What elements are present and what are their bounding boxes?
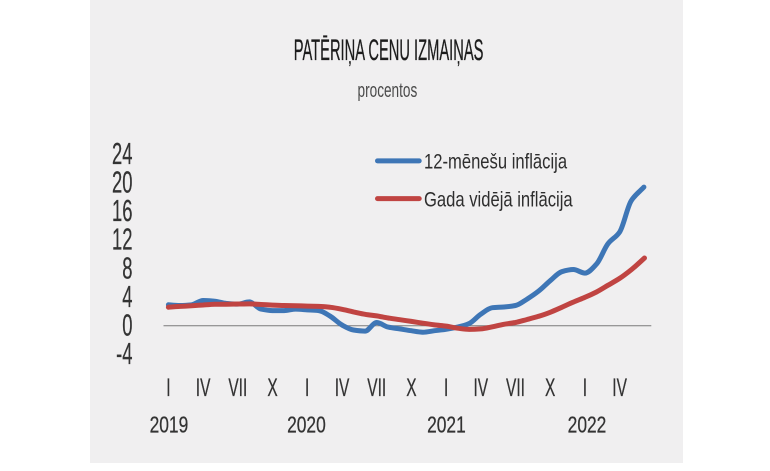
svg-text:IV: IV	[196, 374, 211, 402]
svg-text:IV: IV	[612, 374, 627, 402]
svg-text:I: I	[166, 374, 170, 402]
svg-text:12-mēnešu inflācija: 12-mēnešu inflācija	[424, 151, 567, 174]
svg-text:I: I	[583, 374, 587, 402]
svg-text:VII: VII	[228, 374, 247, 402]
svg-text:VII: VII	[506, 374, 525, 402]
svg-text:procentos: procentos	[358, 79, 418, 101]
svg-text:X: X	[406, 374, 416, 402]
svg-text:PATĒRIŅA CENU IZMAIŅAS: PATĒRIŅA CENU IZMAIŅAS	[294, 33, 484, 66]
svg-text:X: X	[545, 374, 555, 402]
svg-text:2020: 2020	[287, 412, 326, 438]
svg-text:IV: IV	[473, 374, 488, 402]
svg-text:4: 4	[122, 280, 132, 314]
svg-text:Gada vidējā inflācija: Gada vidējā inflācija	[424, 189, 573, 212]
svg-text:24: 24	[112, 137, 132, 171]
svg-text:2021: 2021	[427, 412, 466, 438]
svg-text:16: 16	[112, 194, 132, 228]
svg-text:VII: VII	[367, 374, 386, 402]
svg-text:I: I	[305, 374, 309, 402]
svg-text:12: 12	[112, 223, 132, 257]
svg-text:I: I	[444, 374, 448, 402]
svg-text:0: 0	[122, 309, 132, 343]
svg-text:2019: 2019	[150, 412, 189, 438]
svg-text:X: X	[267, 374, 277, 402]
svg-text:20: 20	[112, 166, 132, 200]
svg-text:IV: IV	[335, 374, 350, 402]
svg-text:2022: 2022	[568, 412, 607, 438]
svg-text:-4: -4	[116, 337, 132, 371]
svg-text:8: 8	[122, 252, 132, 286]
